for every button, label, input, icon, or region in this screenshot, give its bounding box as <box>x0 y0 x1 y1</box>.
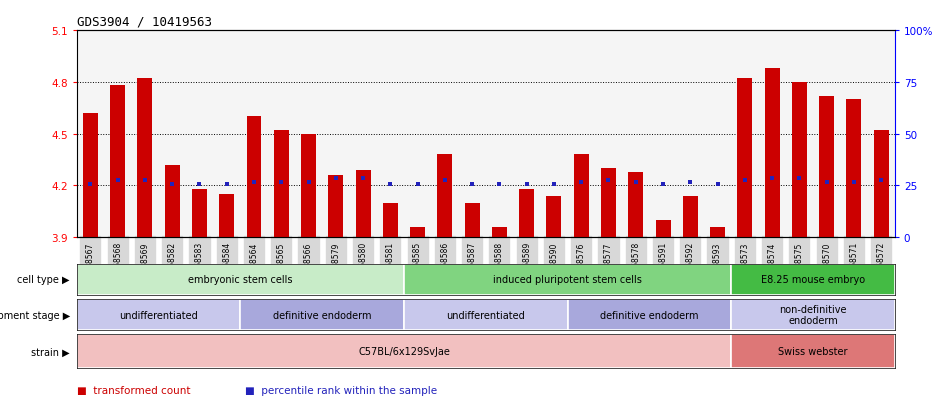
Text: C57BL/6x129SvJae: C57BL/6x129SvJae <box>358 347 450 356</box>
Bar <box>83 114 98 237</box>
Bar <box>710 227 725 237</box>
Bar <box>731 335 895 368</box>
Bar <box>601 169 616 237</box>
Bar <box>682 196 698 237</box>
Bar <box>547 196 562 237</box>
Text: undifferentiated: undifferentiated <box>446 310 525 320</box>
Bar <box>492 227 507 237</box>
Text: strain ▶: strain ▶ <box>31 347 70 356</box>
Text: non-definitive
endoderm: non-definitive endoderm <box>780 304 847 326</box>
Text: ■  transformed count: ■ transformed count <box>77 385 190 395</box>
Bar <box>383 203 398 237</box>
Text: E8.25 mouse embryo: E8.25 mouse embryo <box>761 275 865 285</box>
Bar <box>329 176 344 237</box>
Bar <box>731 299 895 330</box>
Bar <box>77 335 731 368</box>
Bar <box>77 264 404 295</box>
Bar <box>819 96 834 237</box>
Bar <box>192 189 207 237</box>
Bar <box>873 131 888 237</box>
Bar <box>273 131 289 237</box>
Bar <box>574 155 589 237</box>
Text: ■  percentile rank within the sample: ■ percentile rank within the sample <box>245 385 437 395</box>
Bar <box>410 227 425 237</box>
Bar <box>765 69 780 237</box>
Bar <box>628 172 643 237</box>
Text: embryonic stem cells: embryonic stem cells <box>188 275 293 285</box>
Bar <box>301 134 316 237</box>
Bar <box>356 170 371 237</box>
Bar <box>404 299 567 330</box>
Text: definitive endoderm: definitive endoderm <box>273 310 372 320</box>
Bar <box>792 83 807 237</box>
Bar <box>77 299 241 330</box>
Text: induced pluripotent stem cells: induced pluripotent stem cells <box>493 275 642 285</box>
Bar <box>731 264 895 295</box>
Text: GDS3904 / 10419563: GDS3904 / 10419563 <box>77 15 212 28</box>
Text: development stage ▶: development stage ▶ <box>0 310 70 320</box>
Bar <box>655 220 670 237</box>
Text: definitive endoderm: definitive endoderm <box>600 310 698 320</box>
Bar <box>165 165 180 237</box>
Text: cell type ▶: cell type ▶ <box>17 275 70 285</box>
Bar <box>138 79 153 237</box>
Bar <box>404 264 731 295</box>
Text: undifferentiated: undifferentiated <box>119 310 197 320</box>
Bar <box>219 195 234 237</box>
Bar <box>567 299 731 330</box>
Bar <box>464 203 479 237</box>
Bar <box>846 100 861 237</box>
Bar <box>519 189 534 237</box>
Text: Swiss webster: Swiss webster <box>778 347 848 356</box>
Bar <box>246 117 261 237</box>
Bar <box>437 155 452 237</box>
Bar <box>241 299 404 330</box>
Bar <box>110 86 125 237</box>
Bar <box>738 79 753 237</box>
